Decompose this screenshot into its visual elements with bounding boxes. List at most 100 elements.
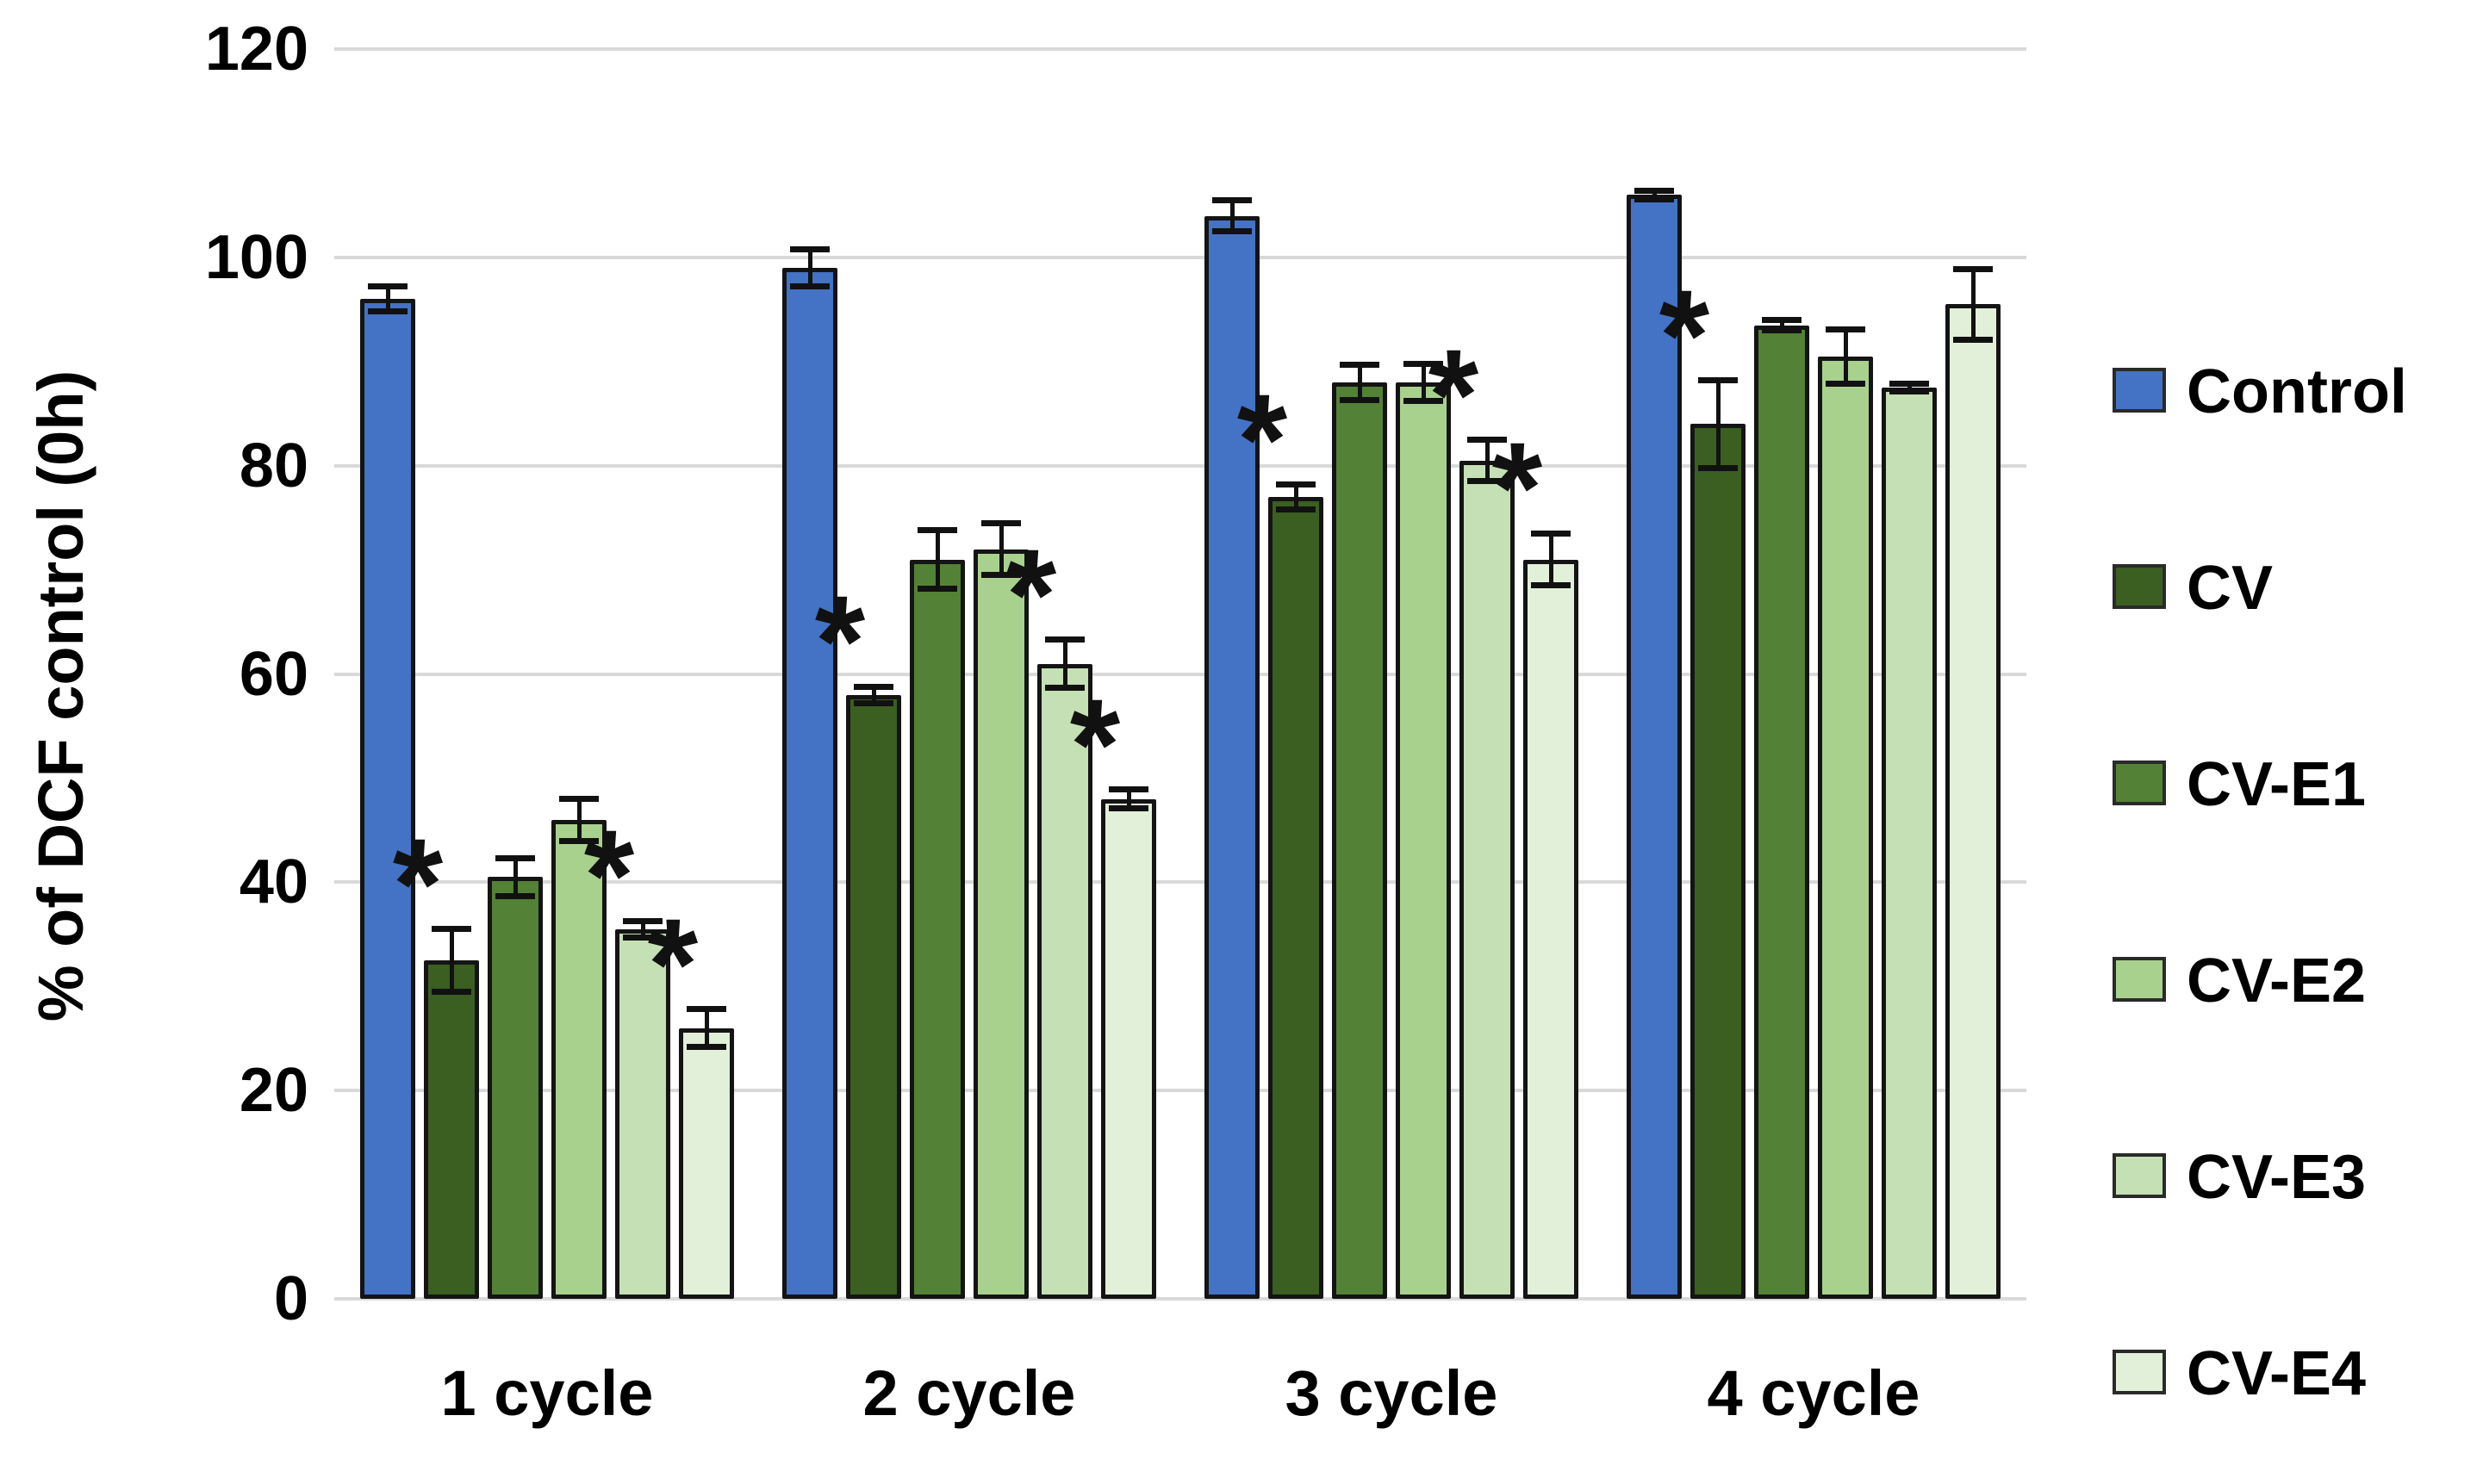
- error-bar-cap-top: [854, 683, 893, 690]
- bar-CV-2-cycle: [846, 694, 901, 1299]
- significance-asterisk-CV-4-cycle: *: [1658, 262, 1710, 407]
- bar-CV-3-cycle: [1268, 497, 1323, 1299]
- error-bar-cap-top: [1212, 197, 1252, 203]
- error-bar-cap-bottom: [1634, 196, 1674, 202]
- error-bar-cap-top: [432, 926, 471, 933]
- error-bar-cap-top: [1045, 636, 1085, 643]
- error-bar-cap-top: [1826, 326, 1865, 332]
- significance-asterisk-CV-E4-3-cycle: *: [1491, 415, 1543, 561]
- error-bar-line: [449, 928, 454, 992]
- error-bar-cap-top: [1634, 188, 1674, 195]
- error-bar-cap-bottom: [1953, 337, 1993, 343]
- error-bar-line: [576, 798, 582, 841]
- error-bar-cap-bottom: [559, 837, 599, 844]
- error-bar-line: [935, 530, 940, 589]
- bar-CV-E4-2-cycle: [1101, 798, 1156, 1299]
- x-label-3-cycle: 3 cycle: [1285, 1357, 1498, 1429]
- significance-asterisk-CV-E3-3-cycle: *: [1428, 321, 1479, 467]
- error-bar-cap-bottom: [1212, 228, 1252, 235]
- gridline-y-20: [334, 1089, 2026, 1093]
- error-bar-line: [704, 1009, 709, 1047]
- error-bar-line: [385, 286, 390, 312]
- error-bar-line: [1126, 789, 1131, 809]
- legend-swatch-CV-E4: [2113, 1350, 2166, 1394]
- significance-asterisk-CV-1-cycle: *: [392, 810, 444, 956]
- error-bar-cap-top: [1889, 380, 1929, 387]
- x-label-2-cycle: 2 cycle: [862, 1357, 1076, 1429]
- error-bar-cap-top: [790, 245, 830, 252]
- error-bar-cap-bottom: [368, 308, 408, 315]
- legend-swatch-CV-E2: [2113, 957, 2166, 1002]
- error-bar-cap-bottom: [1826, 380, 1865, 387]
- error-bar-line: [1421, 363, 1426, 401]
- error-bar-cap-top: [687, 1006, 726, 1013]
- bar-CV-4-cycle: [1690, 424, 1746, 1299]
- error-bar-cap-bottom: [1762, 327, 1802, 334]
- bar-CV-E3-4-cycle: [1882, 388, 1937, 1299]
- bar-Control-1-cycle: [360, 299, 415, 1299]
- error-bar-cap-bottom: [1340, 397, 1379, 404]
- error-bar-cap-top: [1762, 317, 1802, 324]
- legend-label-CV-E2: CV-E2: [2187, 947, 2367, 1015]
- error-bar-cap-bottom: [495, 892, 535, 899]
- error-bar-line: [1548, 533, 1553, 586]
- bar-CV-E2-3-cycle: [1396, 382, 1451, 1299]
- bar-CV-1-cycle: [424, 960, 479, 1299]
- bar-CV-E1-3-cycle: [1332, 382, 1387, 1299]
- error-bar-line: [1970, 269, 1976, 340]
- error-bar-cap-top: [1276, 481, 1316, 488]
- error-bar-line: [513, 858, 518, 897]
- legend-swatch-Control: [2113, 368, 2166, 413]
- error-bar-cap-top: [495, 855, 535, 862]
- bar-CV-E3-3-cycle: [1459, 460, 1515, 1299]
- error-bar-cap-bottom: [687, 1043, 726, 1050]
- bar-Control-2-cycle: [782, 268, 837, 1299]
- gridline-y-80: [334, 463, 2026, 468]
- error-bar-line: [1843, 329, 1848, 384]
- error-bar-cap-top: [1698, 377, 1738, 384]
- error-bar-cap-bottom: [432, 988, 471, 995]
- error-bar-line: [1907, 383, 1912, 392]
- error-bar-cap-bottom: [1403, 398, 1443, 405]
- error-bar-cap-top: [1403, 360, 1443, 367]
- bar-CV-E4-1-cycle: [679, 1028, 734, 1299]
- legend-label-CV-E3: CV-E3: [2187, 1143, 2367, 1212]
- error-bar-cap-bottom: [1531, 582, 1571, 589]
- gridline-y-120: [334, 47, 2026, 52]
- bar-CV-E3-2-cycle: [1037, 663, 1092, 1299]
- error-bar-line: [871, 686, 876, 704]
- y-tick-label-20: 20: [239, 1056, 308, 1126]
- significance-asterisk-CV-E3-2-cycle: *: [1005, 521, 1057, 667]
- bar-CV-E4-4-cycle: [1945, 304, 2001, 1299]
- error-bar-cap-bottom: [790, 283, 830, 290]
- legend-swatch-CV: [2113, 564, 2166, 609]
- error-bar-cap-top: [918, 527, 957, 534]
- error-bar-line: [1484, 439, 1490, 481]
- error-bar-line: [1715, 380, 1721, 469]
- error-bar-cap-bottom: [1889, 388, 1929, 395]
- significance-asterisk-CV-E4-1-cycle: *: [647, 891, 699, 1036]
- significance-asterisk-CV-2-cycle: *: [814, 568, 866, 714]
- error-bar-line: [1229, 200, 1235, 232]
- error-bar-cap-bottom: [1467, 478, 1507, 485]
- error-bar-cap-top: [981, 519, 1021, 526]
- error-bar-cap-bottom: [1276, 506, 1316, 513]
- error-bar-cap-top: [623, 917, 663, 924]
- legend-label-CV-E4: CV-E4: [2187, 1339, 2367, 1408]
- bar-CV-E1-2-cycle: [910, 559, 965, 1299]
- error-bar-cap-top: [1109, 786, 1148, 793]
- legend-swatch-CV-E1: [2113, 761, 2166, 805]
- error-bar-cap-bottom: [1109, 805, 1148, 812]
- error-bar-cap-top: [368, 283, 408, 290]
- error-bar-cap-bottom: [918, 585, 957, 592]
- x-label-4-cycle: 4 cycle: [1707, 1357, 1920, 1429]
- y-tick-label-100: 100: [204, 223, 308, 292]
- gridline-y-0: [334, 1297, 2026, 1301]
- legend-label-Control: Control: [2187, 357, 2407, 426]
- significance-asterisk-CV-E4-2-cycle: *: [1069, 671, 1121, 817]
- y-tick-label-0: 0: [273, 1264, 308, 1333]
- error-bar-line: [1357, 364, 1362, 400]
- error-bar-line: [1293, 484, 1298, 510]
- significance-asterisk-CV-E3-1-cycle: *: [583, 803, 635, 948]
